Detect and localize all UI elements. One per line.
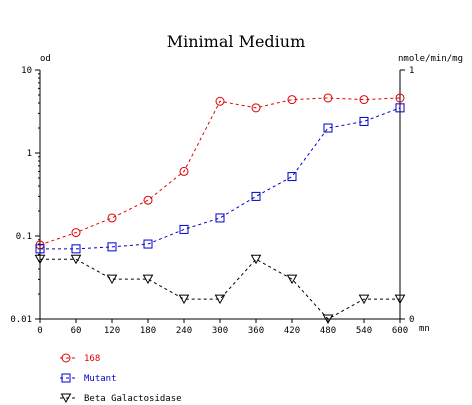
data-point xyxy=(179,166,189,176)
data-point xyxy=(142,274,154,285)
data-point xyxy=(287,95,297,105)
data-point xyxy=(250,254,262,265)
data-point xyxy=(358,294,370,305)
x-tick-label: 180 xyxy=(140,326,156,336)
series-0 xyxy=(35,93,405,250)
data-point xyxy=(70,254,82,265)
data-point xyxy=(322,314,334,325)
series-line xyxy=(40,107,401,250)
series-1 xyxy=(35,103,405,254)
data-point xyxy=(215,213,225,223)
data-point xyxy=(395,93,405,103)
x-tick-label: 60 xyxy=(71,326,82,336)
data-point xyxy=(107,213,117,223)
x-tick-label: 480 xyxy=(320,326,336,336)
series-2 xyxy=(34,254,406,325)
chart-title: Minimal Medium xyxy=(167,32,306,51)
x-tick-label: 540 xyxy=(356,326,372,336)
legend-label: 168 xyxy=(84,354,100,364)
legend-label: Mutant xyxy=(84,374,117,384)
y-left-axis-label: od xyxy=(40,54,51,64)
x-tick-label: 120 xyxy=(104,326,120,336)
legend-item: 168 xyxy=(60,353,100,364)
data-point xyxy=(359,116,369,126)
y-left-tick-label: 0.1 xyxy=(16,232,32,242)
data-point xyxy=(323,123,333,133)
data-point xyxy=(215,96,225,106)
legend: 168 Mutant Beta Galactosidase xyxy=(60,353,182,404)
y-right-tick-label: 1 xyxy=(409,66,414,76)
data-point xyxy=(323,93,333,103)
x-tick-label: 360 xyxy=(248,326,264,336)
series-line xyxy=(40,258,400,320)
data-point xyxy=(34,254,46,265)
data-point xyxy=(178,294,190,305)
data-point xyxy=(394,294,406,305)
y-left-tick-label: 10 xyxy=(21,66,32,76)
data-point xyxy=(395,103,405,113)
x-tick-label: 300 xyxy=(212,326,228,336)
y-left-tick-label: 0.01 xyxy=(10,315,32,325)
x-tick-label: 0 xyxy=(37,326,42,336)
legend-marker xyxy=(61,353,71,363)
data-point xyxy=(251,191,261,201)
data-point xyxy=(143,239,153,249)
legend-marker xyxy=(61,373,71,383)
y-left-tick-label: 1 xyxy=(27,149,32,159)
x-tick-label: 420 xyxy=(284,326,300,336)
data-point xyxy=(107,242,117,252)
data-point xyxy=(287,172,297,182)
data-point xyxy=(214,294,226,305)
data-point xyxy=(179,224,189,234)
legend-label: Beta Galactosidase xyxy=(84,394,182,404)
series-line xyxy=(39,97,401,246)
y-right-tick-label: 0 xyxy=(409,315,414,325)
y-right-axis-label: nmole/min/mg xyxy=(398,54,463,64)
legend-item: Mutant xyxy=(60,373,117,384)
x-tick-label: 240 xyxy=(176,326,192,336)
data-point xyxy=(71,244,81,254)
data-point xyxy=(251,103,261,113)
series-layer xyxy=(34,93,406,325)
data-point xyxy=(71,228,81,238)
x-axis-label: mn xyxy=(419,324,430,334)
x-tick-label: 600 xyxy=(392,326,408,336)
data-point xyxy=(35,244,45,254)
data-point xyxy=(143,195,153,205)
data-point xyxy=(106,274,118,285)
legend-marker xyxy=(60,393,72,404)
data-point xyxy=(286,274,298,285)
data-point xyxy=(359,95,369,105)
legend-item: Beta Galactosidase xyxy=(60,393,182,404)
